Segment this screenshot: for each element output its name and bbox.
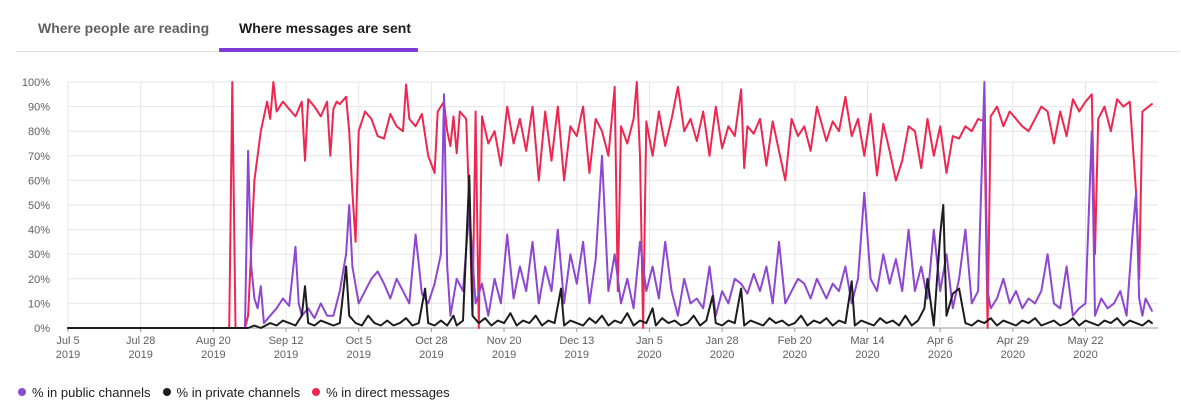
y-tick-label: 20% <box>28 274 50 286</box>
legend-dot-public <box>18 388 26 396</box>
x-tick-year-label: 2020 <box>710 349 734 361</box>
x-tick-label: Aug 20 <box>196 335 231 347</box>
y-tick-label: 80% <box>28 126 50 138</box>
legend-item-direct[interactable]: % in direct messages <box>312 385 450 400</box>
tab-where-messages-are-sent[interactable]: Where messages are sent <box>239 20 411 36</box>
x-tick-label: Oct 5 <box>346 335 372 347</box>
series-line-private-channels <box>67 174 1153 329</box>
x-tick-year-label: 2019 <box>346 349 370 361</box>
tab-divider <box>16 51 1179 52</box>
y-tick-label: 100% <box>22 77 50 89</box>
x-tick-year-label: 2020 <box>783 349 807 361</box>
y-tick-label: 0% <box>34 323 50 335</box>
x-tick-label: Jul 5 <box>56 335 79 347</box>
x-tick-label: Jul 28 <box>126 335 155 347</box>
x-tick-year-label: 2019 <box>492 349 516 361</box>
y-tick-label: 70% <box>28 151 50 163</box>
x-tick-year-label: 2020 <box>637 349 661 361</box>
x-tick-year-label: 2020 <box>1001 349 1025 361</box>
x-tick-year-label: 2019 <box>565 349 589 361</box>
series-lines <box>67 81 1153 329</box>
legend-item-private[interactable]: % in private channels <box>162 384 301 400</box>
y-tick-label: 90% <box>28 102 50 114</box>
legend-label-public: % in public channels <box>32 384 151 400</box>
x-tick-label: Feb 20 <box>778 335 812 347</box>
y-tick-label: 30% <box>28 249 50 261</box>
x-tick-year-label: 2019 <box>201 349 225 361</box>
legend-label-direct: % in direct messages <box>326 384 450 400</box>
legend-dot-direct <box>312 388 321 396</box>
tab-bar: Where people are reading Where messages … <box>0 0 1181 52</box>
y-tick-label: 40% <box>28 225 50 237</box>
y-tick-label: 60% <box>28 175 50 187</box>
x-tick-year-label: 2019 <box>419 349 443 361</box>
x-tick-label: Oct 28 <box>415 335 447 347</box>
x-tick-label: Apr 29 <box>997 335 1029 347</box>
x-tick-year-label: 2020 <box>928 349 952 361</box>
y-axis: 0% 10% 20% 30% 40% 50% 60% 70% 80% 90% 100% <box>22 77 50 335</box>
y-tick-label: 10% <box>28 298 50 310</box>
x-tick-label: Dec 13 <box>559 335 594 347</box>
active-tab-indicator <box>219 48 418 52</box>
y-tick-label: 50% <box>28 200 50 212</box>
x-tick-year-label: 2020 <box>1073 349 1097 361</box>
x-tick-year-label: 2019 <box>128 349 152 361</box>
series-line-direct-messages <box>67 81 1153 329</box>
series-line-public-channels <box>67 81 1153 329</box>
x-axis: Jul 5 2019 Jul 28 2019 Aug 20 2019 Sep 12 2019 O… <box>56 328 1104 361</box>
x-tick-label: Apr 6 <box>927 335 953 347</box>
legend-label-private: % in private channels <box>176 384 301 400</box>
legend-item-public[interactable]: % in public channels <box>18 385 151 400</box>
tab-where-people-are-reading[interactable]: Where people are reading <box>38 20 210 36</box>
x-tick-year-label: 2019 <box>274 349 298 361</box>
x-tick-year-label: 2019 <box>56 349 80 361</box>
x-tick-label: Jan 5 <box>636 335 663 347</box>
legend: % in public channels % in private channe… <box>18 384 462 400</box>
x-tick-label: Jan 28 <box>706 335 739 347</box>
x-tick-label: Nov 20 <box>487 335 522 347</box>
x-tick-label: May 22 <box>1067 335 1103 347</box>
legend-dot-private <box>162 388 171 396</box>
x-tick-label: Mar 14 <box>850 335 884 347</box>
x-tick-label: Sep 12 <box>269 335 304 347</box>
x-tick-year-label: 2020 <box>855 349 879 361</box>
line-chart: 0% 10% 20% 30% 40% 50% 60% 70% 80% 90% 100% Jul 5 2… <box>22 77 1158 361</box>
